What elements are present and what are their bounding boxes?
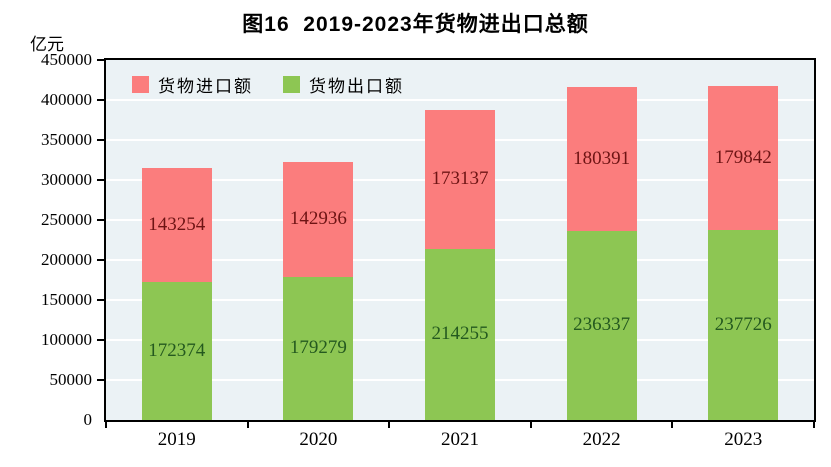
bar-segment-export: 237726	[708, 229, 779, 420]
legend-swatch-export-icon	[283, 76, 300, 93]
bar-segment-import: 179842	[708, 85, 779, 230]
bar-segment-export: 236337	[566, 230, 637, 420]
y-tick-label: 100000	[41, 330, 92, 349]
y-tick-label: 350000	[41, 130, 92, 149]
x-tick-label: 2023	[724, 429, 763, 450]
x-tick	[388, 420, 391, 428]
bar-value-label: 237726	[714, 313, 772, 335]
x-tick-label: 2019	[157, 429, 196, 450]
y-tick	[97, 339, 104, 341]
bar-segment-import: 180391	[566, 86, 637, 231]
y-tick	[97, 259, 104, 261]
y-tick-label: 450000	[41, 50, 92, 69]
bar-segment-export: 172374	[141, 282, 212, 420]
bar-group: 172374 143254	[141, 167, 212, 420]
bar-group: 236337 180391	[566, 86, 637, 420]
x-tick	[246, 420, 249, 428]
y-tick-label: 300000	[41, 170, 92, 189]
x-tick-label: 2020	[299, 429, 338, 450]
bar-value-label: 236337	[573, 314, 631, 336]
plot-inner: 172374 143254 179279 142936 214255 173137 2363…	[106, 60, 814, 420]
plot-area: 172374 143254 179279 142936 214255 173137 2363…	[104, 58, 816, 422]
bar-value-label: 173137	[431, 168, 489, 190]
bar-segment-import: 173137	[425, 110, 495, 249]
legend-item-import: 货物进口额	[132, 72, 253, 97]
bar-value-label: 143254	[148, 213, 206, 235]
bar-value-label: 214255	[431, 323, 489, 345]
x-tick	[813, 420, 815, 428]
y-tick-label: 150000	[41, 290, 92, 309]
bar-value-label: 172374	[148, 340, 206, 362]
bar-value-label: 179279	[289, 337, 347, 359]
y-tick	[97, 299, 104, 301]
bar-segment-import: 143254	[141, 167, 212, 283]
bar-value-label: 142936	[289, 208, 347, 230]
y-tick	[97, 99, 104, 101]
bar-segment-export: 214255	[425, 248, 495, 420]
bar-segment-import: 142936	[283, 162, 354, 277]
x-tick-label: 2021	[440, 429, 479, 450]
legend-label-export: 货物出口额	[309, 77, 404, 96]
x-tick-label: 2022	[582, 429, 621, 450]
y-tick-label: 200000	[41, 250, 92, 269]
bar-group: 179279 142936	[283, 162, 354, 420]
gridline	[106, 99, 814, 101]
y-tick-label: 400000	[41, 90, 92, 109]
legend-item-export: 货物出口额	[283, 72, 404, 97]
y-tick	[97, 179, 104, 181]
x-tick	[671, 420, 674, 428]
x-tick	[105, 420, 107, 428]
y-tick-label: 250000	[41, 210, 92, 229]
legend-label-import: 货物进口额	[158, 77, 253, 96]
legend-swatch-import-icon	[132, 76, 149, 93]
y-axis-unit-label: 亿元	[30, 35, 64, 54]
bar-value-label: 180391	[573, 147, 631, 169]
y-tick	[97, 379, 104, 381]
y-tick	[97, 59, 104, 61]
bar-group: 214255 173137	[425, 110, 495, 420]
figure-title: 图16 2019-2023年货物进出口总额	[242, 13, 589, 36]
x-tick	[529, 420, 532, 428]
y-tick	[97, 219, 104, 221]
y-tick-label: 0	[83, 410, 93, 429]
y-tick	[97, 139, 104, 141]
bar-value-label: 179842	[714, 146, 772, 168]
legend: 货物进口额 货物出口额	[132, 72, 404, 97]
y-tick-label: 50000	[49, 370, 93, 389]
bar-segment-export: 179279	[283, 276, 354, 420]
bar-group: 237726 179842	[708, 85, 779, 420]
